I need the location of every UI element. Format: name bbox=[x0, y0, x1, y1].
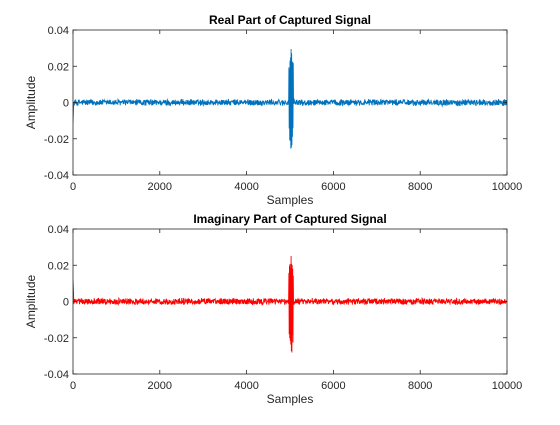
y-tick-label: 0.04 bbox=[48, 25, 69, 37]
subplot-1: 0 2000 4000 6000 8000 10000 -0.04 -0.02 0 0.02 0.0… bbox=[24, 13, 522, 207]
x-axis-label: Samples bbox=[267, 193, 314, 207]
y-axis-label: Amplitude bbox=[24, 76, 38, 130]
chart-title: Imaginary Part of Captured Signal bbox=[193, 212, 386, 226]
x-tick-label: 0 bbox=[70, 380, 76, 392]
y-tick-label: -0.04 bbox=[44, 369, 69, 381]
x-tick-label: 0 bbox=[70, 181, 76, 193]
x-tick-label: 10000 bbox=[492, 380, 523, 392]
y-tick-label: 0 bbox=[63, 297, 69, 309]
x-tick-label: 4000 bbox=[234, 380, 258, 392]
x-tick-label: 6000 bbox=[321, 380, 345, 392]
x-tick-label: 4000 bbox=[234, 181, 258, 193]
subplot-2: 0 2000 4000 6000 8000 10000 -0.04 -0.02 0 0.02 0.0… bbox=[24, 212, 522, 406]
x-tick-label: 10000 bbox=[492, 181, 523, 193]
x-tick-label: 8000 bbox=[408, 181, 432, 193]
y-tick-label: 0.02 bbox=[48, 260, 69, 272]
x-tick-label: 2000 bbox=[148, 181, 172, 193]
x-axis-label: Samples bbox=[267, 392, 314, 406]
y-tick-label: -0.02 bbox=[44, 333, 69, 345]
x-tick-label: 2000 bbox=[148, 380, 172, 392]
y-tick-label: 0.02 bbox=[48, 61, 69, 73]
y-axis-label: Amplitude bbox=[24, 275, 38, 329]
x-tick-label: 8000 bbox=[408, 380, 432, 392]
y-tick-label: 0 bbox=[63, 98, 69, 110]
y-tick-label: -0.04 bbox=[44, 170, 69, 182]
series-line bbox=[73, 256, 507, 353]
x-tick-label: 6000 bbox=[321, 181, 345, 193]
chart-title: Real Part of Captured Signal bbox=[209, 13, 371, 27]
y-tick-label: 0.04 bbox=[48, 224, 69, 236]
series-line bbox=[73, 48, 507, 149]
y-tick-label: -0.02 bbox=[44, 134, 69, 146]
